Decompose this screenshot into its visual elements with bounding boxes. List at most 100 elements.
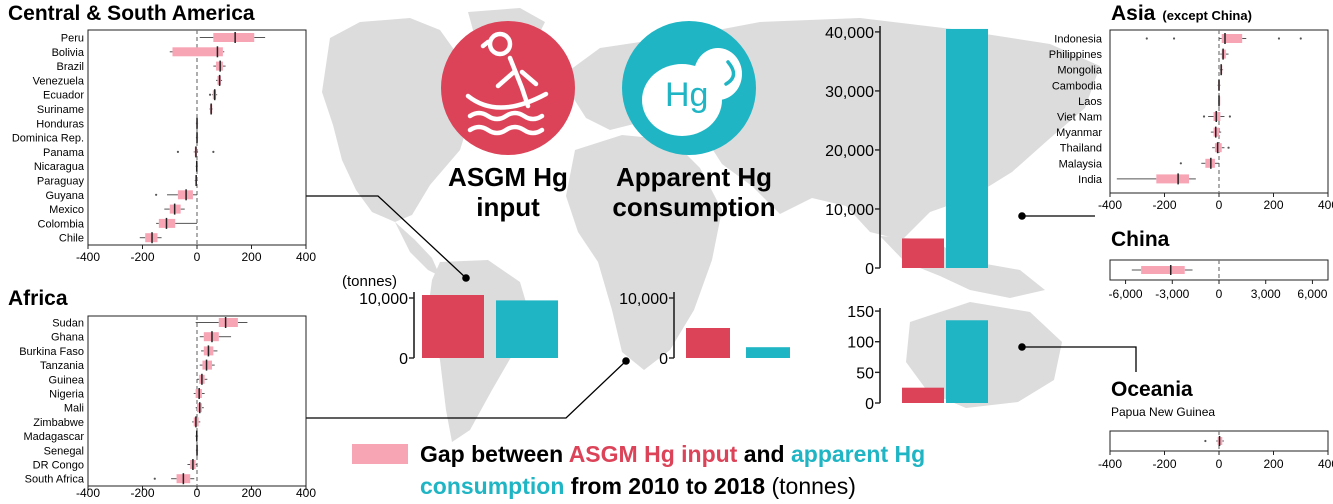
category-label: Tanzania xyxy=(40,360,85,372)
box-chart-asia: -400 -200 0 200 400 Indonesia Philippines Mongo… xyxy=(1049,29,1333,212)
category-label: Guinea xyxy=(49,374,85,386)
bar-apparent-hg-consumption xyxy=(946,320,988,403)
category-label: Mexico xyxy=(49,204,84,216)
box-chart-china: -6,000 -3,000 0 3,000 6,000 xyxy=(1109,259,1329,301)
box-chart-africa: -400 -200 0 200 400 Sudan Ghana Burkina Faso Tan… xyxy=(19,315,316,500)
bar-asgm-hg-input xyxy=(902,238,944,268)
category-label: Panama xyxy=(43,147,85,159)
category-label: Madagascar xyxy=(23,431,84,443)
x-tick-label: -200 xyxy=(130,486,154,500)
category-label: South Africa xyxy=(25,474,85,486)
apparent-label-line2: consumption xyxy=(612,192,775,222)
outlier-point xyxy=(1227,146,1230,149)
box-chart-oceania: -400 -200 0 200 400 xyxy=(1098,430,1333,471)
y-tick-label: 0 xyxy=(659,351,668,368)
connector-oceania-dot xyxy=(1018,343,1026,351)
category-label: Chile xyxy=(59,233,84,245)
outlier-point xyxy=(1204,439,1207,443)
box-iqr xyxy=(213,33,255,42)
x-tick-label: 200 xyxy=(241,486,261,500)
category-label: Burkina Faso xyxy=(19,346,84,358)
apparent-label-line1: Apparent Hg xyxy=(616,162,772,192)
bar-asgm-hg-input xyxy=(686,328,730,358)
outlier-point xyxy=(176,150,180,153)
bar-chart-central-south-america: 0 10,000 xyxy=(359,291,558,368)
x-tick-label: 200 xyxy=(1263,198,1283,212)
category-label: Laos xyxy=(1078,96,1102,108)
y-tick-label: 0 xyxy=(865,396,874,413)
category-label: Malaysia xyxy=(1059,158,1103,170)
x-tick-label: -400 xyxy=(76,486,100,500)
category-label: Sudan xyxy=(52,318,84,330)
subheading-papua-new-guinea: Papua New Guinea xyxy=(1111,405,1215,419)
category-label: Guyana xyxy=(45,190,84,202)
x-tick-label: -400 xyxy=(76,250,100,264)
category-label: Peru xyxy=(61,33,84,45)
bar-apparent-hg-consumption xyxy=(496,300,558,358)
x-tick-label: -200 xyxy=(1152,457,1176,471)
y-tick-label: 10,000 xyxy=(619,291,668,308)
category-label: Colombia xyxy=(38,218,85,230)
outlier-point xyxy=(1179,162,1182,165)
category-label: Philippines xyxy=(1049,49,1103,61)
x-tick-label: 400 xyxy=(1318,457,1333,471)
box-chart-central-south-america: -400 -200 0 200 400 Peru Bolivia Brazil Venezuel… xyxy=(12,29,316,264)
outlier-point xyxy=(208,93,212,96)
category-label: DR Congo xyxy=(33,460,84,472)
x-tick-label: 400 xyxy=(296,486,316,500)
x-tick-label: 6,000 xyxy=(1297,287,1327,301)
connector-africa-dot xyxy=(622,357,630,365)
x-tick-label: -6,000 xyxy=(1109,287,1143,301)
outlier-point xyxy=(1172,37,1176,40)
y-tick-label: 40,000 xyxy=(825,25,874,42)
category-label: Viet Nam xyxy=(1057,112,1102,124)
hg-symbol: Hg xyxy=(665,76,708,114)
x-tick-label: -200 xyxy=(1152,198,1176,212)
category-label: Senegal xyxy=(44,445,84,457)
map-central-america xyxy=(395,222,440,276)
x-tick-label: 400 xyxy=(1318,198,1333,212)
y-tick-label: 10,000 xyxy=(359,291,408,308)
map-asia xyxy=(665,18,1100,240)
category-label: India xyxy=(1078,174,1103,186)
category-label: Cambodia xyxy=(1052,80,1103,92)
y-tick-label: 0 xyxy=(865,261,874,278)
y-tick-label: 100 xyxy=(847,335,874,352)
bar-apparent-hg-consumption xyxy=(946,28,988,269)
x-tick-label: 3,000 xyxy=(1251,287,1281,301)
outlier-point xyxy=(1145,37,1148,40)
y-tick-label: 20,000 xyxy=(825,143,874,160)
box-iqr xyxy=(1221,34,1243,43)
category-label: Zimbabwe xyxy=(33,417,84,429)
legend-gap-swatch xyxy=(352,444,408,464)
connector-csa-dot xyxy=(462,274,470,282)
outlier-point xyxy=(212,150,215,153)
x-tick-label: 0 xyxy=(1216,287,1223,301)
heading-asia-note: (except China) xyxy=(1162,8,1252,23)
legend: Gap between ASGM Hg input and apparent H… xyxy=(352,441,925,499)
category-label: Bolivia xyxy=(52,47,85,59)
category-label: Ecuador xyxy=(43,90,84,102)
category-label: Nicaragua xyxy=(34,161,85,173)
box-iqr xyxy=(1141,266,1185,274)
outlier-point xyxy=(153,477,156,480)
x-tick-label: -3,000 xyxy=(1155,287,1189,301)
category-label: Indonesia xyxy=(1054,34,1103,46)
x-tick-label: 200 xyxy=(241,250,261,264)
connector-oceania xyxy=(1022,346,1137,372)
x-tick-label: 400 xyxy=(296,250,316,264)
x-tick-label: 0 xyxy=(1216,457,1223,471)
map-north-america xyxy=(322,18,470,222)
legend-line2: consumption from 2010 to 2018 (tonnes) xyxy=(420,473,856,499)
bar-chart-africa: 0 10,000 xyxy=(619,291,790,368)
map-africa xyxy=(566,135,722,370)
heading-africa: Africa xyxy=(8,287,68,310)
bar-asgm-hg-input xyxy=(422,295,484,358)
unit-label-tonnes: (tonnes) xyxy=(342,273,397,290)
legend-line1: Gap between ASGM Hg input and apparent H… xyxy=(420,441,925,467)
box-iqr xyxy=(1156,174,1190,184)
outlier-point xyxy=(1277,37,1281,40)
x-tick-label: -200 xyxy=(130,250,154,264)
category-label: Mongolia xyxy=(1057,65,1103,77)
